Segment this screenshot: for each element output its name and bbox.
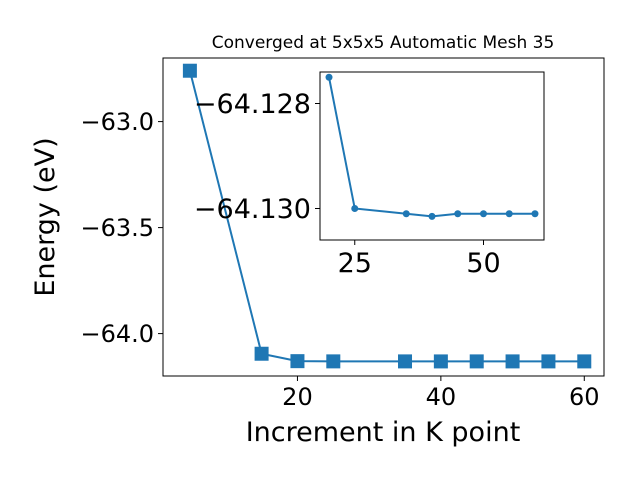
inset-y-tick-label: −64.130 bbox=[194, 194, 311, 225]
inset-chart: 25 50 −64.130 −64.128 bbox=[194, 71, 545, 279]
chart-title: Converged at 5x5x5 Automatic Mesh 35 bbox=[212, 33, 555, 53]
main-chart: Converged at 5x5x5 Automatic Mesh 35 20 4… bbox=[30, 33, 605, 448]
main-y-ticks: −63.0 −63.5 −64.0 bbox=[80, 108, 163, 348]
inset-x-tick-label: 25 bbox=[338, 248, 372, 279]
inset-data-point bbox=[505, 210, 513, 218]
main-x-tick-label: 20 bbox=[282, 383, 313, 411]
main-data-point bbox=[541, 354, 556, 369]
main-y-tick-label: −63.0 bbox=[80, 108, 154, 136]
inset-data-point bbox=[531, 210, 539, 218]
inset-y-ticks: −64.130 −64.128 bbox=[194, 89, 320, 225]
inset-series bbox=[325, 73, 539, 220]
inset-data-point bbox=[479, 210, 487, 218]
inset-plot-frame bbox=[319, 71, 545, 241]
inset-data-point bbox=[402, 210, 410, 218]
main-data-point bbox=[505, 354, 520, 369]
main-plot-frame bbox=[162, 57, 605, 377]
main-series bbox=[182, 63, 592, 369]
inset-data-point bbox=[325, 73, 333, 81]
main-y-tick-label: −63.5 bbox=[80, 214, 154, 242]
main-data-point bbox=[433, 354, 448, 369]
main-x-ticks: 20 40 60 bbox=[282, 376, 600, 411]
inset-y-tick-label: −64.128 bbox=[194, 89, 311, 120]
inset-data-point bbox=[351, 205, 359, 212]
inset-series-line bbox=[328, 77, 535, 218]
main-x-tick-label: 40 bbox=[426, 383, 457, 411]
main-data-point bbox=[290, 354, 305, 369]
inset-data-point bbox=[428, 212, 436, 220]
main-data-point bbox=[326, 354, 341, 369]
main-data-point bbox=[469, 354, 484, 369]
main-series-line bbox=[188, 70, 585, 363]
main-data-point bbox=[182, 63, 197, 78]
main-y-tick-label: −64.0 bbox=[80, 320, 154, 348]
inset-data-point bbox=[454, 210, 462, 218]
main-data-point bbox=[398, 354, 413, 369]
main-x-tick-label: 60 bbox=[569, 383, 600, 411]
inset-x-tick-label: 50 bbox=[466, 248, 500, 279]
x-axis-label: Increment in K point bbox=[246, 417, 521, 448]
inset-x-ticks: 25 50 bbox=[338, 240, 501, 279]
y-axis-label: Energy (eV) bbox=[30, 137, 61, 296]
main-data-point bbox=[577, 354, 592, 369]
main-data-point bbox=[254, 346, 269, 361]
